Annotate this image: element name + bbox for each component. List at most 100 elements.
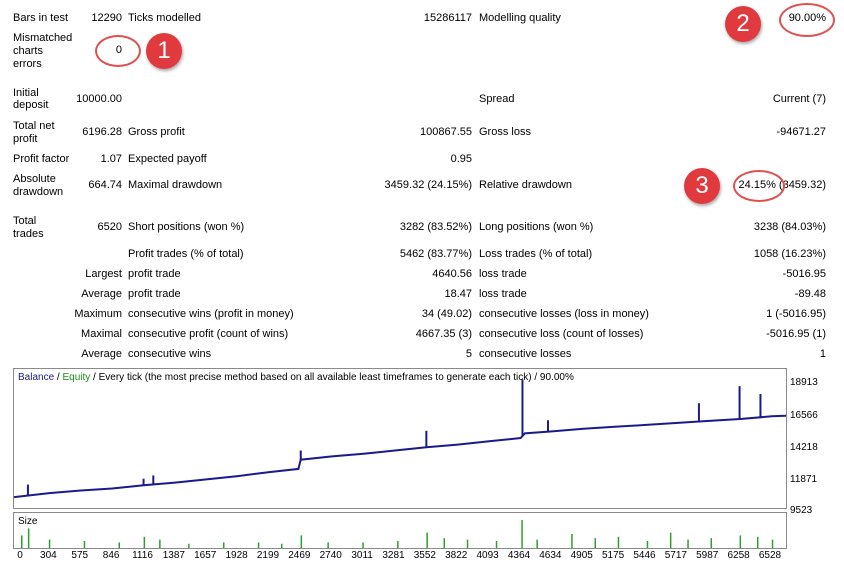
annotation-ring-3 [733, 170, 785, 202]
mismatched-label-1: Mismatched [13, 32, 73, 44]
balance-series-line [14, 414, 786, 499]
spread-value: Current (7) [772, 93, 826, 105]
loss-trades-label: Loss trades (% of total) [479, 248, 593, 260]
long-positions-label: Long positions (won %) [479, 221, 594, 233]
short-positions-label: Short positions (won %) [128, 221, 245, 233]
volume-bar-27 [710, 538, 712, 548]
volume-bar-24 [646, 541, 649, 548]
volume-bar-10 [281, 543, 283, 548]
volume-bar-22 [594, 538, 596, 548]
chart-title: Balance / Equity / Every tick (the most … [18, 372, 574, 383]
average2-label: Average [81, 348, 122, 360]
x-tick-label: 3011 [351, 550, 373, 561]
volume-bar-7 [188, 543, 190, 548]
total-trades-label-2: trades [13, 228, 44, 240]
long-positions-value: 3238 (84.03%) [753, 221, 826, 233]
maximum-label: Maximum [74, 308, 122, 320]
balance-equity-chart: Balance / Equity / Every tick (the most … [13, 368, 787, 509]
size-chart-svg [21, 520, 774, 548]
mismatched-label-2: charts [13, 45, 43, 57]
total-net-profit-label-1: Total net [13, 120, 55, 132]
avg-cons-wins-value: 5 [465, 348, 472, 360]
x-tick-label: 6258 [727, 550, 750, 561]
volume-bar-13 [362, 542, 364, 548]
x-tick-label: 304 [40, 550, 57, 561]
profit-trades-value: 5462 (83.77%) [399, 248, 472, 260]
average-label: Average [81, 288, 122, 300]
y-tick-label: 16566 [790, 410, 818, 421]
absolute-drawdown-label-1: Absolute [13, 173, 56, 185]
total-net-profit-label-2: profit [13, 133, 38, 145]
volume-bar-21 [571, 534, 573, 548]
bars-in-test-value: 12290 [91, 12, 122, 24]
y-tick-label: 14218 [790, 442, 818, 453]
volume-bar-30 [771, 539, 774, 548]
loss-trades-value: 1058 (16.23%) [753, 248, 826, 260]
x-tick-label: 4634 [539, 550, 562, 561]
spread-label: Spread [479, 93, 515, 105]
volume-bar-25 [669, 532, 672, 548]
average-profit-value: 18.47 [444, 288, 472, 300]
annotation-badge-3: 3 [684, 168, 720, 204]
x-tick-label: 0 [17, 550, 23, 561]
x-tick-label: 3822 [445, 550, 468, 561]
average-loss-label: loss trade [479, 288, 527, 300]
average-profit-label: profit trade [128, 288, 181, 300]
y-tick-label: 9523 [790, 505, 813, 516]
max-cons-wins-value: 34 (49.02) [421, 308, 472, 320]
profit-factor-label: Profit factor [13, 153, 70, 165]
balance-chart-svg [14, 379, 786, 499]
avg-cons-wins-label: consecutive wins [128, 348, 212, 360]
average-loss-value: -89.48 [794, 288, 826, 300]
annotation-badge-1: 1 [146, 33, 182, 69]
x-tick-label: 1928 [225, 550, 248, 561]
gross-loss-label: Gross loss [479, 126, 531, 138]
x-tick-label: 846 [102, 550, 120, 561]
volume-bar-20 [536, 539, 538, 548]
total-net-profit-value: 6196.28 [82, 126, 122, 138]
short-positions-value: 3282 (83.52%) [399, 221, 472, 233]
mismatched-label-3: errors [13, 58, 42, 70]
volume-bar-11 [300, 535, 303, 548]
volume-bar-16 [443, 538, 445, 548]
largest-profit-value: 4640.56 [432, 268, 472, 280]
largest-profit-label: profit trade [128, 268, 181, 280]
volume-bar-15 [426, 532, 428, 548]
volume-bar-6 [159, 539, 161, 548]
x-tick-label: 4905 [570, 550, 593, 561]
volume-bar-2 [48, 539, 51, 548]
x-tick-label: 6528 [758, 550, 782, 561]
annotation-ring-2 [779, 3, 835, 37]
maximal-cons-loss-label: consecutive loss (count of losses) [479, 328, 644, 340]
largest-loss-label: loss trade [479, 268, 527, 280]
largest-loss-value: -5016.95 [782, 268, 826, 280]
profit-factor-value: 1.07 [100, 153, 122, 165]
volume-bar-29 [757, 536, 759, 548]
max-cons-wins-label: consecutive wins (profit in money) [128, 308, 294, 320]
volume-bar-9 [257, 542, 260, 548]
test-report: Bars in test 12290 Ticks modelled 152861… [13, 3, 835, 360]
volume-bar-18 [495, 541, 498, 548]
size-label: Size [18, 516, 38, 527]
x-tick-label: 1387 [162, 550, 185, 561]
chart-title-balance: Balance [18, 372, 55, 383]
volume-bar-23 [617, 536, 620, 548]
bars-in-test-label: Bars in test [13, 12, 69, 24]
x-tick-label: 3552 [413, 550, 436, 561]
x-tick-label: 4364 [507, 550, 531, 561]
expected-payoff-label: Expected payoff [128, 153, 207, 165]
expected-payoff-value: 0.95 [450, 153, 472, 165]
absolute-drawdown-label-2: drawdown [13, 186, 64, 198]
volume-bar-5 [143, 536, 146, 548]
profit-trades-label: Profit trades (% of total) [128, 248, 244, 260]
x-tick-label: 575 [71, 550, 89, 561]
maximal-cons-loss-value: -5016.95 (1) [766, 328, 826, 340]
initial-deposit-label-2: deposit [13, 99, 49, 111]
x-tick-label: 3281 [382, 550, 405, 561]
annotation-badge-2: 2 [725, 6, 761, 42]
x-tick-label: 1657 [194, 550, 217, 561]
max-cons-losses-label: consecutive losses (loss in money) [479, 308, 649, 320]
volume-bar-0 [21, 535, 23, 548]
initial-deposit-label-1: Initial [13, 87, 39, 99]
volume-bar-19 [521, 520, 523, 548]
